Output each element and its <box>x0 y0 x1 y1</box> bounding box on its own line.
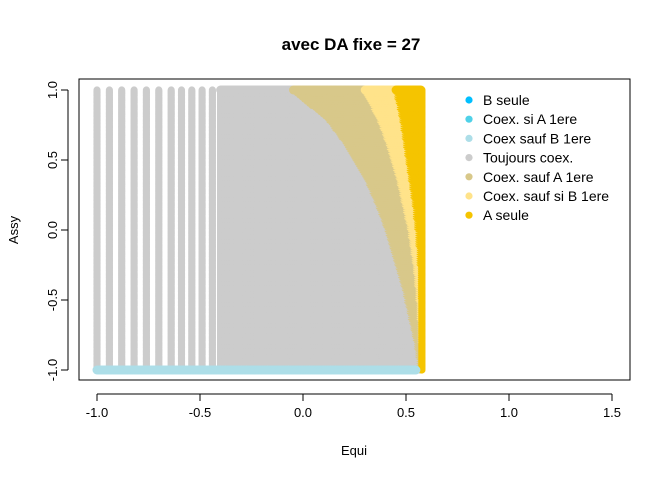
data-point <box>188 86 196 94</box>
point-column <box>208 86 216 374</box>
point-column <box>188 86 196 374</box>
data-point <box>130 86 138 94</box>
data-marks <box>92 85 426 375</box>
data-point <box>155 86 163 94</box>
data-point <box>93 86 101 94</box>
point-field <box>216 85 426 374</box>
data-point <box>105 86 113 94</box>
point-column <box>130 86 138 374</box>
point-column <box>105 86 113 374</box>
data-point <box>142 86 150 94</box>
point-column <box>198 86 206 374</box>
chart-title: avec DA fixe = 27 <box>282 35 421 54</box>
data-point <box>177 86 186 94</box>
point-column <box>177 86 186 374</box>
data-point <box>167 86 175 94</box>
point-column <box>155 86 163 374</box>
point-column <box>167 86 175 374</box>
data-point <box>208 86 216 94</box>
data-point <box>198 86 206 94</box>
point-column <box>93 86 101 374</box>
point-column <box>118 86 126 374</box>
point-column <box>142 86 150 374</box>
data-point <box>118 86 126 94</box>
